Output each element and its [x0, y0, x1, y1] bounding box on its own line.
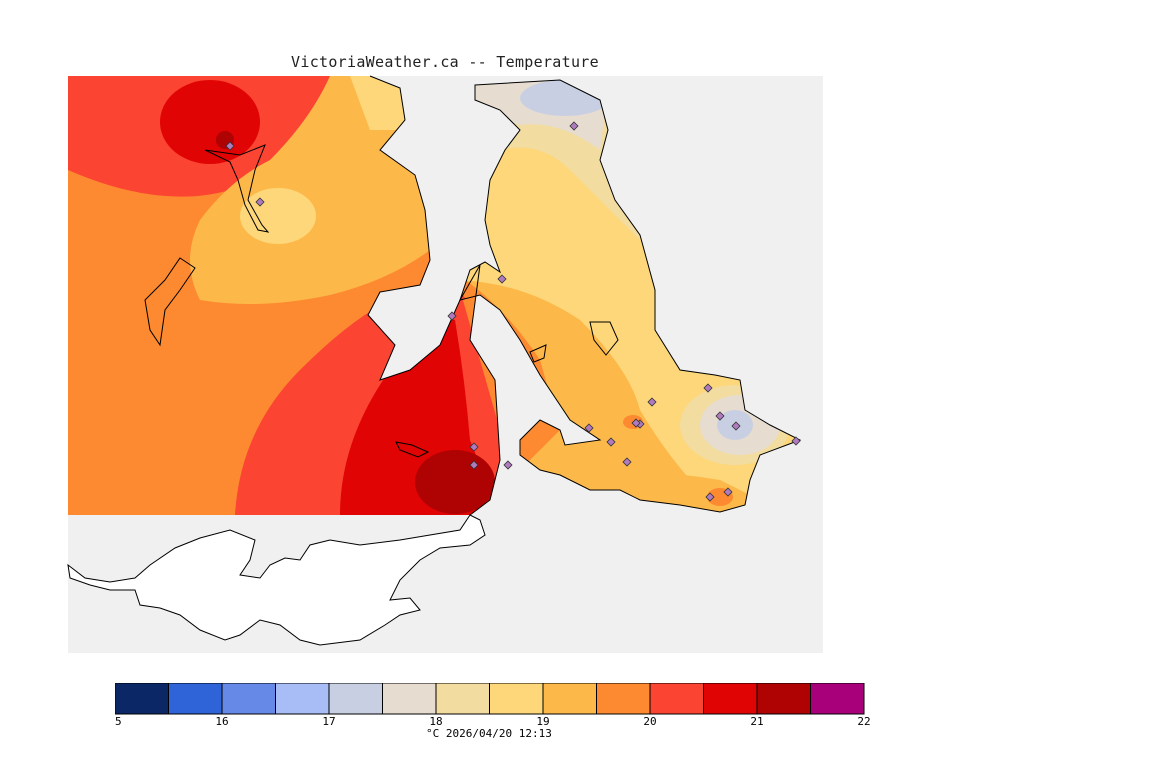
- legend-swatch: [328, 683, 383, 715]
- station-marker[interactable]: [631, 418, 641, 428]
- temperature-legend: 15 16 17 18 19 20 21 22 °C 2026/04/20 12:13: [115, 683, 871, 740]
- legend-swatch: [542, 683, 597, 715]
- legend-swatch: [756, 683, 811, 715]
- station-marker[interactable]: [723, 487, 733, 497]
- station-marker[interactable]: [503, 460, 513, 470]
- page-title: VictoriaWeather.ca -- Temperature: [291, 53, 599, 71]
- legend-tick-label: 21: [750, 715, 763, 728]
- station-marker[interactable]: [497, 274, 507, 284]
- station-marker[interactable]: [647, 397, 657, 407]
- legend-caption: °C 2026/04/20 12:13: [426, 727, 552, 740]
- olympic-peninsula: [67, 514, 486, 646]
- legend-tick-label: 17: [322, 715, 335, 728]
- station-marker[interactable]: [703, 383, 713, 393]
- station-marker[interactable]: [584, 423, 594, 433]
- legend-tick-label: 16: [215, 715, 228, 728]
- station-marker[interactable]: [791, 436, 801, 446]
- legend-swatch: [168, 683, 223, 715]
- legend-swatch: [435, 683, 490, 715]
- station-marker[interactable]: [447, 311, 457, 321]
- legend-swatch: [596, 683, 651, 715]
- legend-tick-label: 20: [643, 715, 656, 728]
- legend-swatch: [382, 683, 437, 715]
- station-marker[interactable]: [469, 442, 479, 452]
- legend-tick-labels: 15 16 17 18 19 20 21 22: [115, 715, 871, 728]
- legend-tick-label: 19: [536, 715, 549, 728]
- station-marker[interactable]: [469, 460, 479, 470]
- legend-swatch: [703, 683, 758, 715]
- station-marker[interactable]: [705, 492, 715, 502]
- station-markers: [225, 121, 801, 502]
- legend-swatch: [649, 683, 704, 715]
- legend-tick-label: 22: [857, 715, 870, 728]
- legend-swatch: [221, 683, 276, 715]
- legend-tick-label: 15: [115, 715, 122, 728]
- legend-swatch: [810, 683, 865, 715]
- station-marker[interactable]: [569, 121, 579, 131]
- coastline: [144, 75, 802, 516]
- station-marker[interactable]: [255, 197, 265, 207]
- station-marker[interactable]: [606, 437, 616, 447]
- station-marker[interactable]: [225, 141, 235, 151]
- station-marker[interactable]: [715, 411, 725, 421]
- legend-tick-label: 18: [429, 715, 442, 728]
- legend-swatch: [115, 683, 169, 715]
- station-marker[interactable]: [731, 421, 741, 431]
- legend-swatch: [275, 683, 330, 715]
- station-marker[interactable]: [622, 457, 632, 467]
- legend-swatches: [115, 683, 865, 715]
- legend-swatch: [489, 683, 544, 715]
